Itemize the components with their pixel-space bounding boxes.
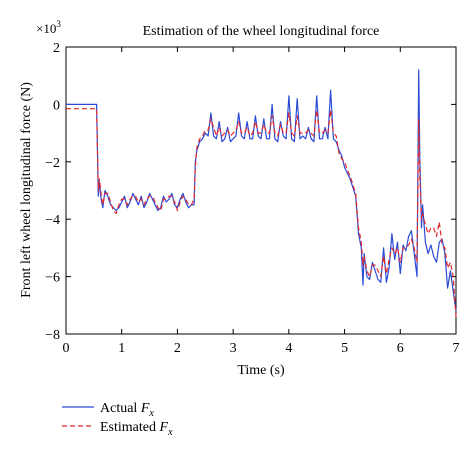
y-tick-label: −2 [45,156,60,171]
y-tick-label: −4 [45,213,60,228]
x-tick-label: 2 [174,341,181,356]
legend: Actual Fx Estimated Fx [62,401,173,438]
x-axis-label: Time (s) [237,363,285,378]
y-tick-label: 2 [53,41,60,56]
x-tick-label: 4 [285,341,292,356]
series-line-estimated [66,108,457,317]
legend-name-estimated: Estimated [100,420,156,435]
x-tick-label: 1 [118,341,125,356]
legend-sub-estimated: x [167,427,173,438]
legend-label-actual: Actual Fx [100,401,154,419]
y-multiplier-base: ×10 [36,21,56,36]
legend-sub-actual: x [148,408,154,419]
x-tick-label: 5 [341,341,348,356]
x-tick-label: 6 [397,341,404,356]
y-tick-label: 0 [53,98,60,113]
legend-symbol-actual: F [140,401,150,416]
axis-ticks: 0 1 2 3 4 5 6 7 −8 −6 −4 −2 0 2 [45,41,459,356]
legend-name-actual: Actual [100,401,137,416]
y-multiplier-exponent: 3 [56,19,61,29]
x-tick-label: 7 [453,341,460,356]
x-tick-label: 3 [230,341,237,356]
plot-area [65,46,457,335]
y-axis-label: Front left wheel longitudinal force (N) [19,82,34,298]
chart-title: Estimation of the wheel longitudinal for… [143,24,380,39]
legend-symbol-estimated: F [159,420,169,435]
series-layer [66,69,457,317]
y-tick-label: −6 [45,271,60,286]
series-line-actual [66,69,457,312]
y-tick-label: −8 [45,328,60,343]
legend-label-estimated: Estimated Fx [100,420,173,438]
y-multiplier: ×103 [36,19,61,36]
x-tick-label: 0 [63,341,70,356]
